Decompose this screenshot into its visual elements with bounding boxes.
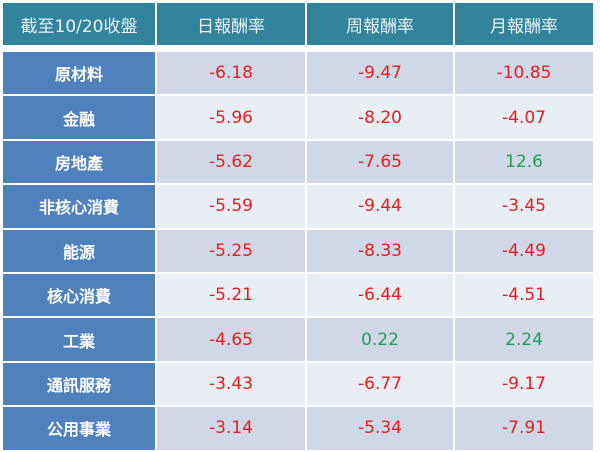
sector-returns-table: 截至10/20收盤 日報酬率 周報酬率 月報酬率 原材料 -6.18 -9.47 -1… xyxy=(3,3,593,452)
monthly-return-cell: 2.24 xyxy=(455,318,593,361)
weekly-return-cell: 0.22 xyxy=(307,318,453,361)
monthly-return-cell: -10.85 xyxy=(455,52,593,95)
daily-return-cell: -6.18 xyxy=(157,52,305,95)
weekly-return-cell: -5.34 xyxy=(307,407,453,450)
daily-return-cell: -5.21 xyxy=(157,273,305,317)
sector-label: 通訊服務 xyxy=(3,362,155,406)
sector-label: 公用事業 xyxy=(3,407,155,450)
sector-label: 非核心消費 xyxy=(3,185,155,228)
weekly-return-cell: -6.77 xyxy=(307,362,453,406)
weekly-return-cell: -9.47 xyxy=(307,52,453,95)
sector-label: 原材料 xyxy=(3,52,155,95)
daily-return-cell: -5.25 xyxy=(157,229,305,272)
header-as-of-date: 截至10/20收盤 xyxy=(3,3,155,45)
monthly-return-cell: 12.6 xyxy=(455,140,593,184)
daily-return-cell: -5.59 xyxy=(157,185,305,228)
table-header-row: 截至10/20收盤 日報酬率 周報酬率 月報酬率 xyxy=(3,3,593,45)
table-row: 金融 -5.96 -8.20 -4.07 xyxy=(3,96,593,139)
table-row: 通訊服務 -3.43 -6.77 -9.17 xyxy=(3,362,593,406)
daily-return-cell: -4.65 xyxy=(157,318,305,361)
daily-return-cell: -3.43 xyxy=(157,362,305,406)
daily-return-cell: -3.14 xyxy=(157,407,305,450)
table-row: 能源 -5.25 -8.33 -4.49 xyxy=(3,229,593,272)
sector-label: 工業 xyxy=(3,318,155,361)
monthly-return-cell: -7.91 xyxy=(455,407,593,450)
sector-label: 能源 xyxy=(3,229,155,272)
sector-label: 核心消費 xyxy=(3,273,155,317)
monthly-return-cell: -3.45 xyxy=(455,185,593,228)
monthly-return-cell: -4.07 xyxy=(455,96,593,139)
sector-label: 房地產 xyxy=(3,140,155,184)
weekly-return-cell: -9.44 xyxy=(307,185,453,228)
monthly-return-cell: -4.49 xyxy=(455,229,593,272)
weekly-return-cell: -6.44 xyxy=(307,273,453,317)
daily-return-cell: -5.96 xyxy=(157,96,305,139)
weekly-return-cell: -8.20 xyxy=(307,96,453,139)
weekly-return-cell: -8.33 xyxy=(307,229,453,272)
header-weekly-return: 周報酬率 xyxy=(307,3,453,45)
header-daily-return: 日報酬率 xyxy=(157,3,305,45)
table-row: 原材料 -6.18 -9.47 -10.85 xyxy=(3,52,593,95)
monthly-return-cell: -4.51 xyxy=(455,273,593,317)
table-row: 房地產 -5.62 -7.65 12.6 xyxy=(3,140,593,184)
monthly-return-cell: -9.17 xyxy=(455,362,593,406)
table-row: 核心消費 -5.21 -6.44 -4.51 xyxy=(3,273,593,317)
daily-return-cell: -5.62 xyxy=(157,140,305,184)
header-monthly-return: 月報酬率 xyxy=(455,3,593,45)
table-row: 公用事業 -3.14 -5.34 -7.91 xyxy=(3,407,593,450)
table-row: 工業 -4.65 0.22 2.24 xyxy=(3,318,593,361)
sector-label: 金融 xyxy=(3,96,155,139)
weekly-return-cell: -7.65 xyxy=(307,140,453,184)
table-row: 非核心消費 -5.59 -9.44 -3.45 xyxy=(3,185,593,228)
